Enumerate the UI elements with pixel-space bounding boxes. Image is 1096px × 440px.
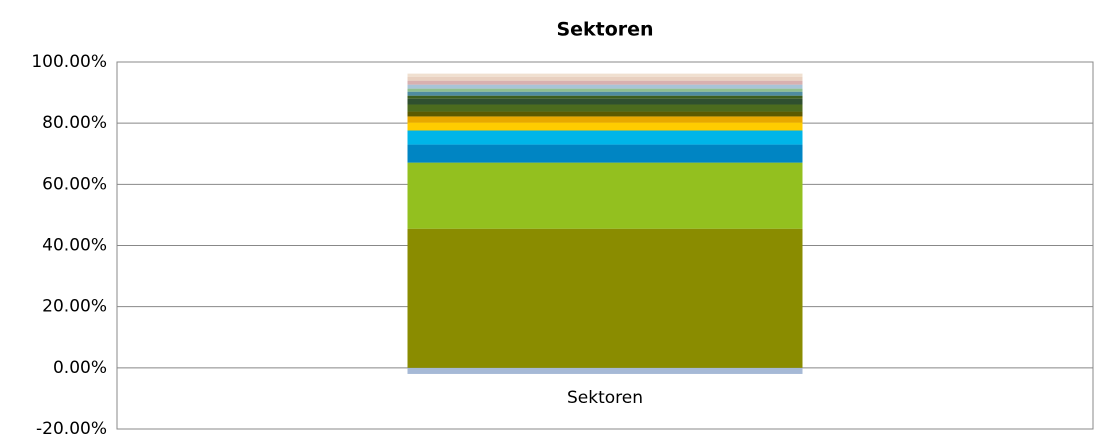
bar-segment — [407, 91, 803, 96]
bar-segment — [407, 76, 803, 81]
y-tick-label: 0.00% — [53, 358, 107, 378]
bar-segment — [407, 122, 803, 131]
bar-segment — [407, 84, 803, 89]
y-tick-label: 100.00% — [31, 52, 107, 72]
bar-segment — [407, 98, 803, 105]
bar-segment — [407, 367, 803, 374]
y-tick-label: -20.00% — [36, 419, 107, 439]
bar-segment — [407, 104, 803, 112]
y-tick-label: 40.00% — [42, 236, 107, 256]
x-tick-label: Sektoren — [567, 388, 643, 408]
y-tick-label: 80.00% — [42, 113, 107, 133]
bar-segment — [407, 88, 803, 92]
chart-title: Sektoren — [556, 19, 653, 41]
bar-segment — [407, 130, 803, 145]
bar-segment — [407, 73, 803, 77]
y-tick-label: 60.00% — [42, 174, 107, 194]
bar-segment — [407, 144, 803, 163]
bar-segment — [407, 116, 803, 123]
y-tick-label: 20.00% — [42, 297, 107, 317]
bar-segment — [407, 162, 803, 229]
bar-segment — [407, 111, 803, 117]
bar-segment — [407, 228, 803, 368]
bar-segment — [407, 95, 803, 99]
bar-segment — [407, 80, 803, 85]
